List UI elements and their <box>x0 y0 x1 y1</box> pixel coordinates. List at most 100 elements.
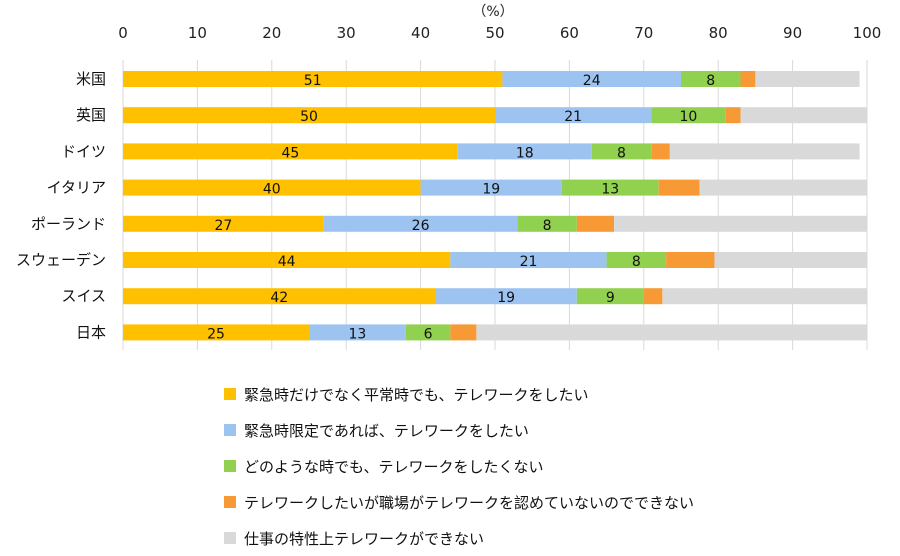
bar-segment <box>123 215 324 232</box>
bar-data-label: 10 <box>680 109 698 125</box>
bar-data-label: 51 <box>304 73 322 89</box>
legend-item: 仕事の特性上テレワークができない <box>224 520 694 556</box>
legend-label: 緊急時だけでなく平常時でも、テレワークをしたい <box>244 385 589 404</box>
bar-segment <box>576 215 615 232</box>
x-axis-ticks: 0 10 20 30 40 50 60 70 80 90 100 <box>118 24 881 42</box>
legend-swatch <box>224 424 236 436</box>
x-tick-label: 50 <box>485 24 504 42</box>
bar-segment <box>740 107 867 124</box>
legend-item: どのような時でも、テレワークをしたくない <box>224 448 694 484</box>
legend-label: テレワークしたいが職場がテレワークを認めていないのでできない <box>244 493 695 512</box>
bar-data-label: 9 <box>606 290 615 306</box>
bar-segment <box>651 143 670 160</box>
bar-segment <box>699 179 867 196</box>
category-label: 米国 <box>76 70 106 88</box>
category-label: 英国 <box>76 106 106 124</box>
bar-segment <box>740 71 756 87</box>
bar-segment <box>420 179 562 196</box>
bar-data-label: 8 <box>543 218 552 234</box>
legend-item: 緊急時限定であれば、テレワークをしたい <box>224 412 694 448</box>
bar-data-label: 45 <box>281 145 299 161</box>
bar-data-label: 21 <box>564 109 582 125</box>
legend-swatch <box>224 532 236 544</box>
bar-segment <box>450 324 477 341</box>
category-label: 日本 <box>76 323 106 341</box>
bar-segment <box>123 324 309 341</box>
bar-segment <box>606 252 667 268</box>
category-label: ドイツ <box>61 142 106 160</box>
bar-segment <box>323 215 518 232</box>
category-label: ポーランド <box>31 215 106 233</box>
bar-segment <box>561 179 659 196</box>
legend-item: テレワークしたいが職場がテレワークを認めていないのでできない <box>224 484 694 520</box>
legend: 緊急時だけでなく平常時でも、テレワークをしたい 緊急時限定であれば、テレワークをし… <box>224 376 694 556</box>
bar-data-label: 44 <box>278 254 296 270</box>
legend-item: 緊急時だけでなく平常時でも、テレワークをしたい <box>224 376 694 412</box>
bar-segment <box>591 143 652 160</box>
bar-data-label: 13 <box>601 182 619 198</box>
bar-segment <box>476 324 867 341</box>
x-tick-label: 10 <box>188 24 207 42</box>
legend-label: 緊急時限定であれば、テレワークをしたい <box>244 421 529 440</box>
bar-segment <box>502 71 681 87</box>
category-label: スイス <box>61 287 106 305</box>
bar-segment <box>714 252 867 268</box>
category-label: スウェーデン <box>16 251 106 269</box>
bar-data-label: 19 <box>497 290 515 306</box>
x-tick-label: 90 <box>783 24 802 42</box>
x-tick-label: 80 <box>709 24 728 42</box>
bars: 51 24 8 50 21 10 45 18 8 40 19 13 27 26 8 44 21 8 42 19 9 25 1… <box>123 71 867 342</box>
legend-swatch <box>224 460 236 472</box>
category-label: イタリア <box>47 179 106 197</box>
bar-data-label: 24 <box>583 73 601 89</box>
unit-label: （%） <box>472 4 513 20</box>
bar-data-label: 19 <box>482 182 500 198</box>
bar-segment <box>755 71 860 87</box>
gridlines <box>122 60 868 350</box>
bar-segment <box>450 252 607 268</box>
bar-data-label: 40 <box>263 182 281 198</box>
bar-segment <box>576 288 644 305</box>
bar-segment <box>681 71 741 87</box>
stacked-bar-chart: 0 10 20 30 40 50 60 70 80 90 100 （%） 51 24 8 50 21 10 45… <box>16 4 881 350</box>
x-tick-label: 30 <box>337 24 356 42</box>
bar-segment <box>517 215 577 232</box>
legend-swatch <box>224 496 236 508</box>
bar-data-label: 26 <box>412 218 430 234</box>
bar-segment <box>123 107 495 124</box>
bar-data-label: 25 <box>207 326 225 342</box>
x-tick-label: 0 <box>118 24 128 42</box>
bar-data-label: 8 <box>632 254 641 270</box>
bar-segment <box>725 107 741 124</box>
bar-segment <box>405 324 451 341</box>
x-tick-label: 60 <box>560 24 579 42</box>
legend-label: どのような時でも、テレワークをしたくない <box>244 457 544 476</box>
bar-segment <box>123 71 503 87</box>
bar-data-label: 50 <box>300 109 318 125</box>
bar-data-label: 27 <box>215 218 233 234</box>
bar-segment <box>123 252 451 268</box>
bar-data-label: 6 <box>424 326 433 342</box>
bar-segment <box>309 324 406 341</box>
bar-data-label: 8 <box>617 145 626 161</box>
x-tick-label: 100 <box>853 24 882 42</box>
bar-segment <box>643 288 663 305</box>
bar-segment <box>123 143 458 160</box>
bar-segment <box>658 179 700 196</box>
bar-segment <box>123 179 421 196</box>
bar-data-label: 42 <box>270 290 288 306</box>
bar-segment <box>457 143 592 160</box>
bar-segment <box>123 288 436 305</box>
bar-segment <box>614 215 867 232</box>
bar-segment <box>666 252 715 268</box>
bar-data-label: 21 <box>520 254 538 270</box>
bar-segment <box>495 107 652 124</box>
legend-swatch <box>224 388 236 400</box>
bar-data-label: 8 <box>706 73 715 89</box>
bar-segment <box>662 288 867 305</box>
x-tick-label: 20 <box>262 24 281 42</box>
bar-segment <box>651 107 726 124</box>
bar-segment <box>435 288 577 305</box>
bar-data-label: 13 <box>348 326 366 342</box>
